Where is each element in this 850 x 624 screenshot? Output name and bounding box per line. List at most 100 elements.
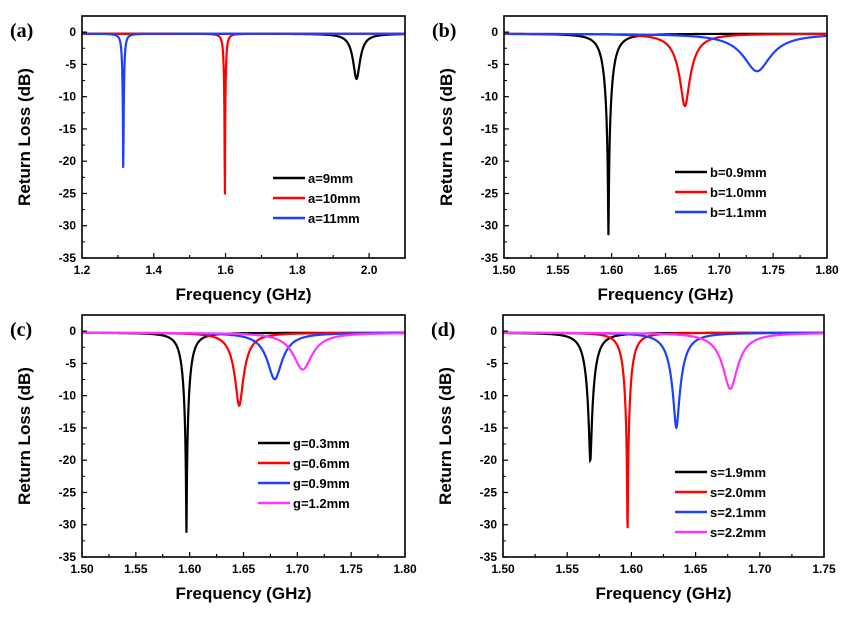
x-tick-label: 1.55 <box>556 562 580 576</box>
legend-label: s=2.2mm <box>710 525 766 540</box>
y-tick-label: 0 <box>491 25 498 39</box>
panel-label: (a) <box>10 20 33 42</box>
y-tick-label: 0 <box>69 25 76 39</box>
x-tick-label: 1.60 <box>178 562 202 576</box>
plot-frame <box>503 15 828 259</box>
y-axis-label: Return Loss (dB) <box>15 367 34 505</box>
x-tick-label: 1.70 <box>748 562 772 576</box>
x-tick-label: 1.50 <box>70 562 94 576</box>
y-tick-label: -15 <box>481 122 499 136</box>
y-tick-label: -15 <box>59 122 77 136</box>
x-tick-label: 1.65 <box>654 263 678 277</box>
y-tick-label: -15 <box>480 421 498 435</box>
series-line-0 <box>82 32 405 81</box>
x-tick-label: 2.0 <box>361 263 378 277</box>
x-tick-label: 1.80 <box>393 562 417 576</box>
y-tick-label: 0 <box>490 324 497 338</box>
y-tick-label: -25 <box>59 485 77 499</box>
legend-label: g=0.3mm <box>293 436 350 451</box>
y-tick-label: -30 <box>480 518 498 532</box>
plot-frame <box>81 314 406 558</box>
y-tick-label: -35 <box>59 550 77 564</box>
y-tick-label: -20 <box>59 453 77 467</box>
y-tick-label: -5 <box>65 356 76 370</box>
series-line-0 <box>504 32 827 236</box>
series-line-2 <box>503 331 824 430</box>
y-tick-label: -30 <box>481 219 499 233</box>
y-tick-label: -10 <box>59 90 77 104</box>
y-tick-label: -5 <box>487 57 498 71</box>
x-axis-label: Frequency (GHz) <box>175 285 311 304</box>
panel-b: b=0.9mm b=1.0mm b=1.1mm 1.50 1.55 1.60 1.65 1.7… <box>432 15 839 304</box>
legend-label: a=9mm <box>308 171 353 186</box>
x-tick-label: 1.6 <box>217 263 234 277</box>
x-axis-label: Frequency (GHz) <box>597 285 733 304</box>
x-tick-label: 1.2 <box>74 263 91 277</box>
y-axis-label: Return Loss (dB) <box>437 68 456 206</box>
x-axis-label: Frequency (GHz) <box>175 584 311 603</box>
x-tick-label: 1.70 <box>708 263 732 277</box>
x-tick-label: 1.70 <box>286 562 310 576</box>
y-tick-label: -15 <box>59 421 77 435</box>
y-tick-label: -30 <box>59 518 77 532</box>
panel-label: (c) <box>10 319 32 341</box>
y-tick-label: -10 <box>480 389 498 403</box>
y-tick-label: -25 <box>59 186 77 200</box>
y-tick-label: -25 <box>480 485 498 499</box>
panel-label: (d) <box>431 319 455 341</box>
plot-frame <box>81 15 406 259</box>
series-line-1 <box>82 32 405 195</box>
x-tick-label: 1.75 <box>812 562 836 576</box>
panel-d: s=1.9mm s=2.0mm s=2.1mm s=2.2mm 1.50 1.55 1.60… <box>431 314 836 603</box>
y-tick-label: -35 <box>480 550 498 564</box>
panel-label: (b) <box>432 20 456 42</box>
panel-c: g=0.3mm g=0.6mm g=0.9mm g=1.2mm 1.50 1.55 1.60… <box>10 314 417 603</box>
y-tick-label: -35 <box>59 251 77 265</box>
series-line-1 <box>82 331 405 408</box>
series-line-1 <box>503 331 824 529</box>
series-line-3 <box>82 331 405 371</box>
x-tick-label: 1.80 <box>815 263 839 277</box>
x-tick-label: 1.8 <box>289 263 306 277</box>
panel-a: a=9mm a=10mm a=11mm 1.2 1.4 1.6 1.8 2.0 0 -5 -10 -1… <box>10 15 406 304</box>
series-line-1 <box>504 32 827 108</box>
y-tick-label: -20 <box>480 453 498 467</box>
legend-label: s=1.9mm <box>710 465 766 480</box>
series-line-0 <box>503 331 824 464</box>
x-tick-label: 1.50 <box>492 263 516 277</box>
y-axis-label: Return Loss (dB) <box>15 68 34 206</box>
y-tick-label: -20 <box>481 154 499 168</box>
y-axis-label: Return Loss (dB) <box>436 367 455 505</box>
legend-label: g=0.9mm <box>293 476 350 491</box>
y-tick-label: -20 <box>59 154 77 168</box>
x-tick-label: 1.55 <box>124 562 148 576</box>
legend-label: a=11mm <box>308 211 360 226</box>
series-line-2 <box>82 32 405 168</box>
y-tick-label: -35 <box>481 251 499 265</box>
x-tick-label: 1.65 <box>232 562 256 576</box>
y-tick-label: -30 <box>59 219 77 233</box>
y-tick-label: -5 <box>486 356 497 370</box>
legend-label: b=1.0mm <box>710 185 767 200</box>
y-tick-label: -5 <box>65 57 76 71</box>
legend-label: g=1.2mm <box>293 496 350 511</box>
legend-label: b=1.1mm <box>710 205 767 220</box>
legend-label: s=2.0mm <box>710 485 766 500</box>
series-line-3 <box>503 331 824 390</box>
y-tick-label: 0 <box>69 324 76 338</box>
series-line-0 <box>82 331 405 533</box>
x-tick-label: 1.75 <box>761 263 785 277</box>
x-tick-label: 1.65 <box>684 562 708 576</box>
x-tick-label: 1.4 <box>145 263 162 277</box>
x-tick-label: 1.50 <box>491 562 515 576</box>
x-axis-label: Frequency (GHz) <box>595 584 731 603</box>
legend-label: g=0.6mm <box>293 456 350 471</box>
x-tick-label: 1.55 <box>546 263 570 277</box>
plot-frame <box>502 314 825 558</box>
y-tick-label: -10 <box>481 90 499 104</box>
legend-label: s=2.1mm <box>710 505 766 520</box>
x-tick-label: 1.60 <box>620 562 644 576</box>
y-tick-label: -25 <box>481 186 499 200</box>
y-tick-label: -10 <box>59 389 77 403</box>
